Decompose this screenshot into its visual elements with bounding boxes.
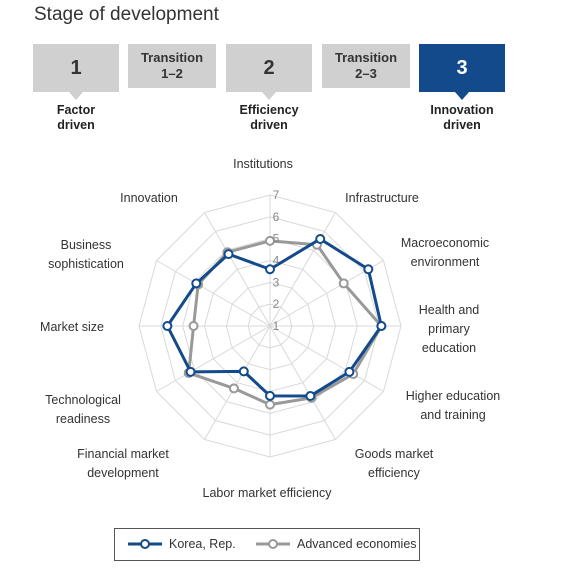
stage-box-3: 2 (226, 44, 312, 92)
stage-box-label: Transition 1–2 (140, 50, 204, 81)
grid-spoke (204, 325, 271, 440)
stage-box-5: 3 (419, 44, 505, 92)
data-point (188, 321, 199, 331)
radar-tick-labels: 1 2 3 4 5 6 7 (273, 188, 280, 333)
data-point (228, 383, 239, 394)
axis-label: Technological readiness (45, 393, 121, 426)
stage-box-4: Transition 2–3 (322, 44, 410, 88)
axis-label: Market size (40, 320, 104, 334)
grid-spoke (269, 212, 336, 327)
series-korea (162, 234, 387, 401)
tick-label: 4 (273, 254, 280, 268)
axis-label: Labor market efficiency (203, 486, 333, 500)
axis-label: Financial market development (77, 447, 169, 480)
stage-caption: Innovation driven (430, 103, 494, 132)
data-point (238, 366, 249, 377)
axis-label: Business sophistication (48, 238, 124, 271)
tick-label: 1 (273, 319, 280, 333)
data-point (162, 321, 173, 331)
axis-label: Institutions (233, 157, 293, 171)
stage-caption: Efficiency driven (239, 103, 299, 132)
stage-pointer (262, 92, 276, 100)
data-point (338, 278, 349, 289)
axis-label: Macroeconomic environment (401, 236, 489, 269)
stage-box-label: 1 (70, 56, 82, 79)
grid-spoke (269, 325, 336, 440)
legend-advanced-label: Advanced economies (297, 537, 417, 551)
stage-box-1: 1 (33, 44, 119, 92)
stage-box-label: 3 (456, 56, 468, 79)
data-point (265, 235, 275, 246)
chart-title: Stage of development (34, 4, 219, 25)
legend-korea-label: Korea, Rep. (169, 537, 236, 551)
stage-pointer (69, 92, 83, 100)
stage-box-label: Transition 2–3 (334, 50, 398, 81)
data-point (265, 264, 275, 275)
legend-item-korea: Korea, Rep. (127, 537, 236, 551)
data-point (265, 390, 275, 401)
data-point (191, 278, 202, 289)
tick-label: 6 (273, 210, 280, 224)
axis-label: Innovation (120, 191, 178, 205)
legend: Korea, Rep. Advanced economies (114, 528, 420, 561)
tick-label: 3 (273, 275, 280, 289)
data-point (223, 249, 234, 260)
axis-label: Goods market efficiency (355, 447, 434, 480)
stage-pointer (455, 92, 469, 100)
stage-box-label: 2 (263, 56, 275, 79)
axis-label: Health and primary education (419, 303, 480, 355)
data-point (376, 321, 387, 331)
radar-axis-labels: Institutions Infrastructure Macroeconomic e… (40, 157, 500, 500)
legend-advanced-marker (256, 539, 290, 549)
grid-spoke (269, 325, 384, 392)
tick-label: 2 (273, 297, 280, 311)
axis-label: Higher education and training (406, 389, 501, 422)
grid-spoke (156, 325, 271, 392)
data-point (363, 264, 374, 275)
legend-korea-marker (128, 539, 162, 549)
grid-spoke (156, 260, 271, 327)
data-point (185, 366, 196, 377)
tick-label: 5 (273, 232, 280, 246)
legend-item-advanced: Advanced economies (255, 537, 417, 551)
stage-of-development-bar: 1 Factor driven Transition 1–2 2 Efficiency … (0, 0, 574, 140)
radar-grid (138, 194, 402, 458)
stage-box-2: Transition 1–2 (128, 44, 216, 88)
grid-spoke (204, 212, 271, 327)
radar-series (162, 234, 387, 410)
data-point (265, 399, 275, 410)
data-point (344, 366, 355, 377)
axis-label: Infrastructure (345, 191, 419, 205)
tick-label: 7 (273, 188, 280, 202)
stage-caption: Factor driven (56, 103, 96, 132)
data-point (305, 390, 316, 401)
data-point (315, 234, 326, 245)
